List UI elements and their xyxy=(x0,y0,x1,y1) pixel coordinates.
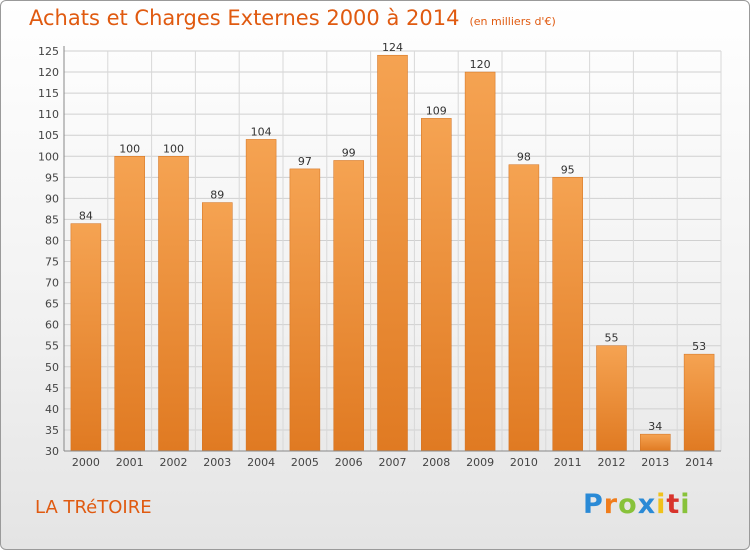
y-tick-label: 45 xyxy=(45,382,59,395)
value-label: 124 xyxy=(382,41,403,54)
value-label: 98 xyxy=(517,151,531,164)
value-label: 34 xyxy=(648,420,662,433)
x-tick-label: 2013 xyxy=(641,456,669,469)
chart-title: Achats et Charges Externes 2000 à 2014 (e… xyxy=(29,6,556,30)
label-layer: 84 100 100 89 104 97 99 124 109 120 98 95 55 34 53 xyxy=(79,41,706,433)
y-tick-label: 85 xyxy=(45,213,59,226)
value-label: 120 xyxy=(470,58,491,71)
chart-unit: (en milliers d'€) xyxy=(469,15,556,28)
bar-2009 xyxy=(464,71,496,452)
y-tick-label: 65 xyxy=(45,298,59,311)
x-tick-label: 2011 xyxy=(554,456,582,469)
commune-name: LA TRéTOIRE xyxy=(35,497,152,518)
y-tick-label: 50 xyxy=(45,361,59,374)
proxiti-logo: Proxiti xyxy=(583,489,691,520)
y-tick-label: 90 xyxy=(45,192,59,205)
value-label: 84 xyxy=(79,210,93,223)
bar-2003 xyxy=(202,202,233,452)
value-label: 100 xyxy=(163,142,184,155)
value-label: 109 xyxy=(426,104,447,117)
y-tick-label: 40 xyxy=(45,403,59,416)
bar-2008 xyxy=(421,118,452,452)
bar-2004 xyxy=(245,139,277,452)
value-label: 97 xyxy=(298,155,312,168)
bar-2012 xyxy=(596,345,627,452)
y-tick-label: 80 xyxy=(45,234,59,247)
y-tick-label: 110 xyxy=(38,108,59,121)
logo-letter: i xyxy=(680,489,691,520)
logo-letter: t xyxy=(666,489,681,520)
y-tick-label: 125 xyxy=(38,45,59,58)
x-tick-label: 2008 xyxy=(422,456,450,469)
y-tick-label: 70 xyxy=(45,277,59,290)
x-tick-label: 2002 xyxy=(160,456,188,469)
bar-2007 xyxy=(377,54,408,452)
logo-letter: o xyxy=(618,489,638,520)
logo-letter: i xyxy=(656,489,667,520)
x-tick-label: 2014 xyxy=(685,456,713,469)
value-label: 53 xyxy=(692,340,706,353)
y-tick-label: 105 xyxy=(38,129,59,142)
x-tick-label: 2012 xyxy=(598,456,626,469)
value-label: 95 xyxy=(561,163,575,176)
bar-layer xyxy=(70,54,715,452)
bar-2005 xyxy=(289,168,321,452)
y-tick-label: 30 xyxy=(45,445,59,458)
bar-2000 xyxy=(70,223,102,452)
y-tick-label: 95 xyxy=(45,171,59,184)
y-tick-label: 55 xyxy=(45,340,59,353)
value-label: 104 xyxy=(251,125,272,138)
logo-letter: r xyxy=(603,489,619,520)
bar-2010 xyxy=(508,164,540,452)
x-tick-label: 2005 xyxy=(291,456,319,469)
x-tick-label: 2004 xyxy=(247,456,275,469)
x-tick-label: 2006 xyxy=(335,456,363,469)
y-tick-label: 115 xyxy=(38,87,59,100)
x-tick-label: 2009 xyxy=(466,456,494,469)
y-tick-label: 100 xyxy=(38,150,59,163)
y-tick-label: 35 xyxy=(45,424,59,437)
value-label: 89 xyxy=(210,189,224,202)
value-label: 99 xyxy=(342,146,356,159)
x-tick-label: 2000 xyxy=(72,456,100,469)
axis-layer: 30 35 40 45 50 55 60 65 70 75 80 85 90 95 100 105 110 115… xyxy=(38,45,721,469)
x-tick-label: 2007 xyxy=(379,456,407,469)
logo-letter: P xyxy=(583,489,604,520)
bar-2014 xyxy=(683,353,715,452)
chart-title-text: Achats et Charges Externes 2000 à 2014 xyxy=(29,6,460,30)
bar-2013 xyxy=(640,433,671,452)
x-tick-label: 2003 xyxy=(203,456,231,469)
logo-letter: x xyxy=(637,489,657,520)
x-tick-label: 2001 xyxy=(116,456,144,469)
y-tick-label: 60 xyxy=(45,319,59,332)
y-tick-label: 75 xyxy=(45,256,59,269)
value-label: 55 xyxy=(605,332,619,345)
bar-2006 xyxy=(333,160,364,452)
value-label: 100 xyxy=(119,142,140,155)
x-tick-label: 2010 xyxy=(510,456,538,469)
bar-2011 xyxy=(552,177,583,452)
bar-2001 xyxy=(114,156,145,452)
y-tick-label: 120 xyxy=(38,66,59,79)
bar-2002 xyxy=(158,156,189,452)
